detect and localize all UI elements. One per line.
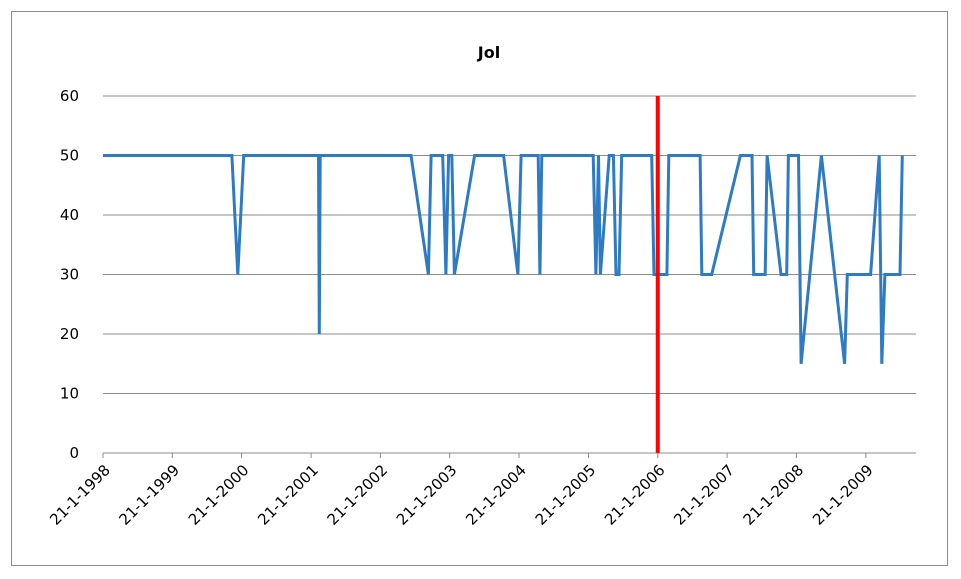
series-layer <box>103 154 904 364</box>
x-tick-label-7: 21-1-2005 <box>532 461 600 529</box>
x-tick-label-9: 21-1-2007 <box>670 461 738 529</box>
chart-title: Jol <box>477 43 500 62</box>
y-tick-label-30: 30 <box>60 266 79 284</box>
x-tick-label-2: 21-1-2000 <box>185 461 253 529</box>
y-tick-label-60: 60 <box>60 87 79 105</box>
x-tick-label-11: 21-1-2009 <box>809 461 877 529</box>
chart-frame <box>11 11 948 566</box>
x-tick-label-3: 21-1-2001 <box>254 461 322 529</box>
x-tick-label-6: 21-1-2004 <box>462 461 530 529</box>
grid-layer <box>103 95 916 454</box>
x-tick-label-8: 21-1-2006 <box>601 461 669 529</box>
y-axis-ticks: 0 10 20 30 40 50 60 <box>60 87 79 462</box>
y-tick-label-0: 0 <box>69 444 79 462</box>
y-tick-label-10: 10 <box>60 385 79 403</box>
x-axis-ticks: 21-1-1998 21-1-1999 21-1-2000 21-1-2001 21-1… <box>46 453 877 529</box>
x-tick-label-4: 21-1-2002 <box>324 461 392 529</box>
y-tick-label-50: 50 <box>60 147 79 165</box>
y-tick-label-40: 40 <box>60 206 79 224</box>
x-tick-label-5: 21-1-2003 <box>393 461 461 529</box>
series-line-0 <box>103 154 904 364</box>
x-tick-label-10: 21-1-2008 <box>740 461 808 529</box>
x-tick-label-0: 21-1-1998 <box>46 461 114 529</box>
x-tick-label-1: 21-1-1999 <box>116 461 184 529</box>
y-tick-label-20: 20 <box>60 325 79 343</box>
